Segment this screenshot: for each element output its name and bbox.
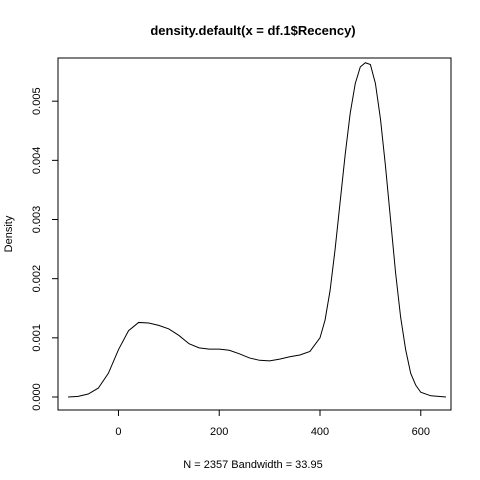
x-tick-label: 200 <box>210 426 228 438</box>
y-tick-label: 0.004 <box>31 147 43 175</box>
chart-title: density.default(x = df.1$Recency) <box>150 23 355 38</box>
y-axis: 0.000 0.001 0.002 0.003 0.004 0.005 <box>31 87 59 411</box>
y-tick-label: 0.005 <box>31 87 43 115</box>
y-tick-label: 0.001 <box>31 324 43 352</box>
y-tick-label: 0.000 <box>31 383 43 411</box>
x-tick-label: 400 <box>311 426 329 438</box>
x-tick-label: 0 <box>115 426 121 438</box>
y-axis-label: Density <box>3 215 15 252</box>
density-line <box>68 62 446 398</box>
y-tick-label: 0.003 <box>31 206 43 234</box>
x-tick-label: 600 <box>412 426 430 438</box>
y-tick-label: 0.002 <box>31 265 43 293</box>
x-axis: 0 200 400 600 <box>115 409 430 438</box>
x-axis-label: N = 2357 Bandwidth = 33.95 <box>183 459 322 471</box>
